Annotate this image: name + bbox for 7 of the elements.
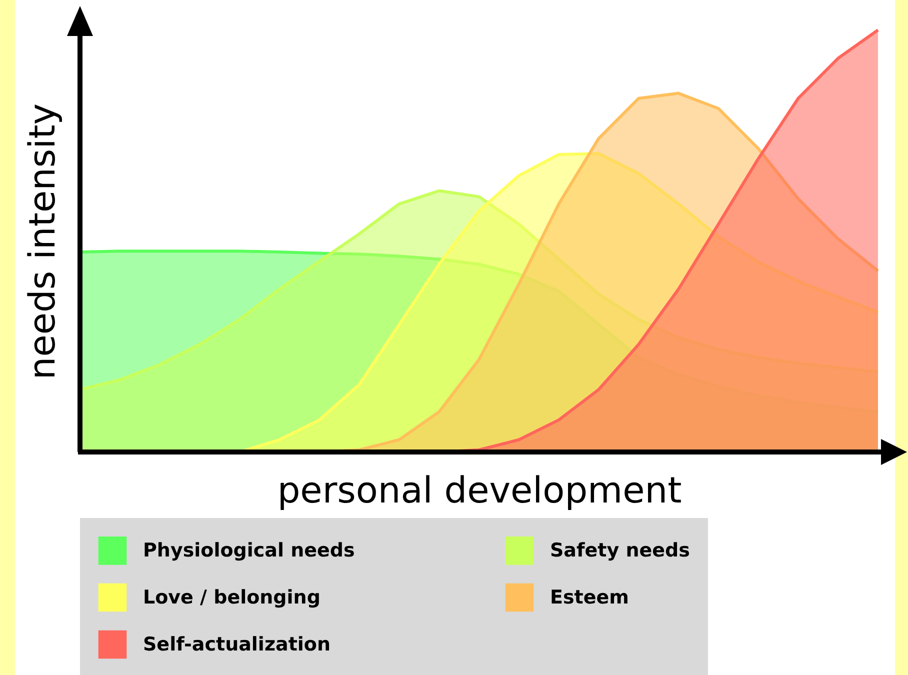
legend-label: Safety needs [550,540,690,562]
legend-label: Esteem [550,586,629,608]
legend-label: Physiological needs [143,540,355,562]
x-axis-title: personal development [277,470,682,512]
legend-label: Love / belonging [143,586,320,608]
legend-label: Self-actualization [143,634,330,656]
y-axis-title: needs intensity [22,103,64,380]
